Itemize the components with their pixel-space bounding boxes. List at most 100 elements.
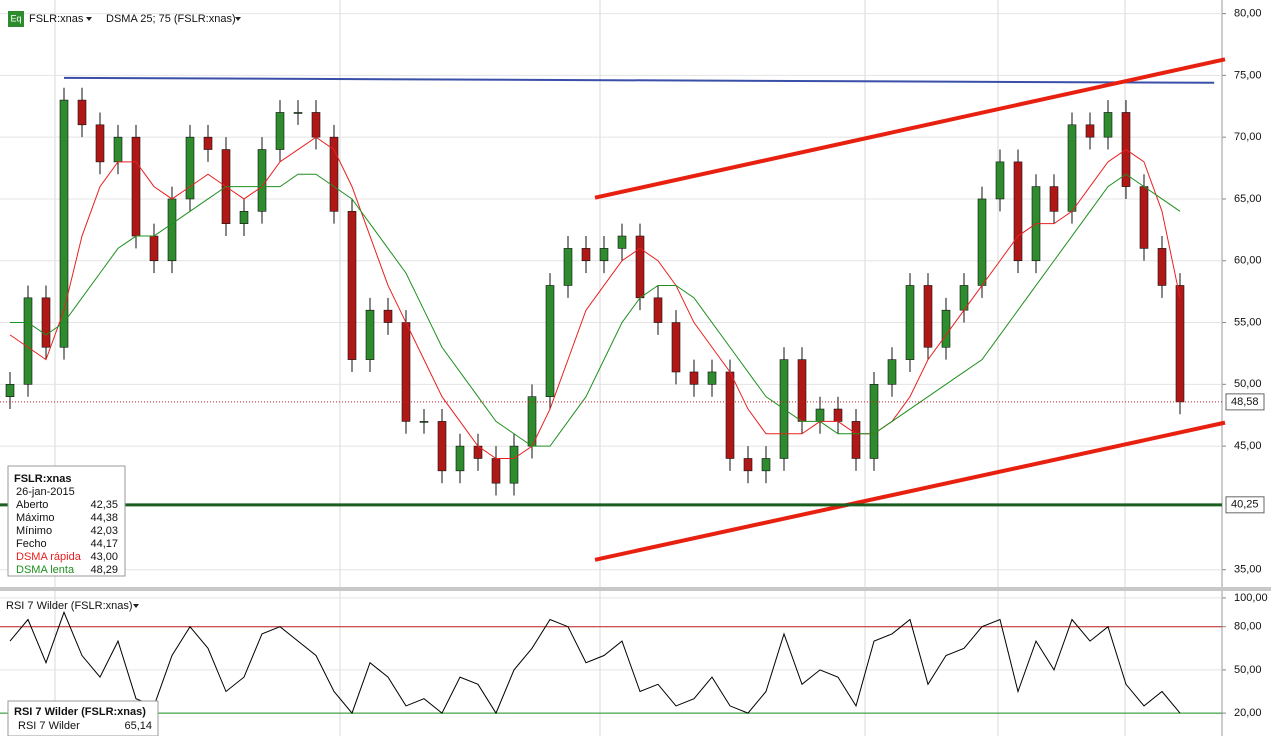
candle-body	[581, 248, 591, 262]
line-series	[9, 136, 1181, 459]
legend-label: DSMA lenta	[16, 564, 75, 576]
candle-body	[617, 235, 627, 249]
candle-body	[239, 211, 249, 224]
info-value: 44,38	[90, 512, 118, 524]
info-label: Mínimo	[16, 525, 52, 537]
line-series	[10, 173, 1181, 447]
candle-body	[77, 99, 87, 126]
candle-body	[1157, 248, 1167, 286]
candle-body	[1139, 186, 1149, 249]
candle-body	[941, 309, 951, 348]
y-tick-label: 50,00	[1234, 378, 1262, 390]
candle-body	[23, 297, 33, 385]
trendline	[63, 76, 1215, 84]
info-date: 26-jan-2015	[16, 486, 75, 498]
candle-body	[1103, 112, 1113, 138]
legend-label: DSMA rápida	[16, 551, 82, 563]
candle-body	[419, 421, 429, 423]
level-label: 48,58	[1231, 396, 1259, 408]
candle-body	[329, 136, 339, 212]
candle-body	[257, 149, 267, 212]
candle-body	[455, 445, 465, 472]
candle-body	[923, 285, 933, 348]
info-title: FSLR:xnas	[14, 473, 71, 485]
level-tag	[1225, 393, 1265, 411]
legend-title: RSI 7 Wilder (FSLR:xnas)	[14, 706, 146, 718]
candle-body	[275, 112, 285, 150]
y-tick-label: 35,00	[1234, 564, 1262, 576]
legend-value: 48,29	[90, 564, 118, 576]
info-label: Aberto	[16, 499, 48, 511]
candle-body	[995, 161, 1005, 200]
y-tick-label: 65,00	[1234, 193, 1262, 205]
y-tick-label: 80,00	[1234, 7, 1262, 19]
line-series	[9, 610, 1181, 715]
info-box	[7, 465, 126, 577]
candle-body	[833, 408, 843, 422]
candle-body	[5, 384, 15, 397]
candle-body	[1085, 124, 1095, 138]
candle-body	[293, 112, 303, 114]
panel-title: RSI 7 Wilder (FSLR:xnas)	[6, 600, 133, 612]
candle-body	[599, 248, 609, 262]
candle-body	[887, 359, 897, 385]
y-tick-label: 60,00	[1234, 255, 1262, 267]
dropdown	[133, 604, 139, 608]
icon	[8, 11, 24, 27]
legend-value: 65,14	[124, 720, 152, 732]
chart-subtitle: DSMA 25; 75 (FSLR:xnas)	[106, 13, 236, 25]
candle-body	[563, 248, 573, 286]
candle-body	[1013, 161, 1023, 262]
info-label: Máximo	[16, 512, 55, 524]
y-tick-label: 45,00	[1234, 440, 1262, 452]
level-label: 40,25	[1231, 499, 1259, 511]
trendline	[594, 420, 1226, 562]
y-tick-label: 100,00	[1234, 592, 1268, 604]
candle-body	[545, 285, 555, 397]
candle-body	[95, 124, 105, 163]
candle-body	[851, 421, 861, 459]
candle-body	[761, 458, 771, 472]
candle-body	[311, 112, 321, 138]
candle-body	[491, 458, 501, 484]
candle-body	[689, 371, 699, 385]
y-tick-label: 80,00	[1234, 621, 1262, 633]
trendline	[594, 57, 1226, 200]
candle-body	[977, 198, 987, 286]
candle-body	[1067, 124, 1077, 212]
info-value: 42,35	[90, 499, 118, 511]
legend-label: RSI 7 Wilder	[18, 720, 80, 732]
candle-body	[509, 445, 519, 484]
candle-body	[185, 136, 195, 200]
candle-body	[905, 285, 915, 360]
candle-body	[815, 408, 825, 422]
candle-body	[1175, 285, 1185, 403]
icon-label: Eq	[10, 13, 21, 23]
candle-body	[131, 136, 141, 237]
y-tick-label: 55,00	[1234, 316, 1262, 328]
candle-body	[869, 384, 879, 459]
dropdown	[86, 17, 92, 21]
candle-body	[113, 136, 123, 163]
candle-body	[347, 211, 357, 360]
panel-separator	[0, 587, 1271, 591]
legend-box	[7, 700, 159, 736]
info-value: 44,17	[90, 538, 118, 550]
candle-body	[725, 371, 735, 459]
candle-body	[797, 359, 807, 422]
candle-body	[707, 371, 717, 385]
candle-body	[59, 99, 69, 348]
legend-value: 43,00	[90, 551, 118, 563]
y-tick-label: 20,00	[1234, 707, 1262, 719]
candle-body	[1049, 186, 1059, 212]
candle-body	[167, 198, 177, 262]
candle-body	[653, 297, 663, 323]
y-tick-label: 75,00	[1234, 69, 1262, 81]
candle-body	[149, 235, 159, 262]
candle-body	[635, 235, 645, 299]
info-label: Fecho	[16, 538, 47, 550]
candle-body	[401, 322, 411, 422]
candle-body	[743, 458, 753, 472]
